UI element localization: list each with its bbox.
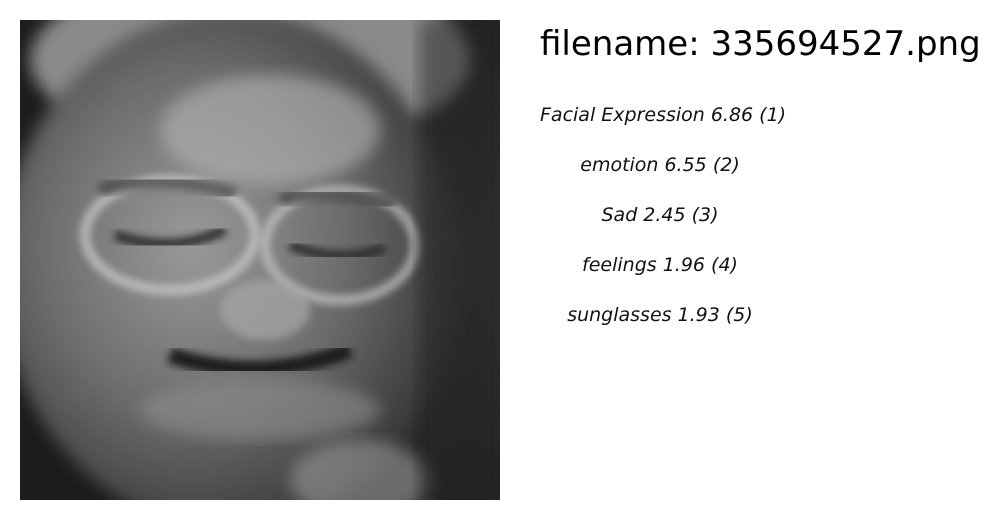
filename-label: filename: 335694527.png [540,24,981,64]
label-name: feelings [582,254,657,276]
label-score: 6.86 (1) [710,104,787,126]
label-score: 6.55 (2) [664,154,740,176]
label-score: 1.96 (4) [662,254,738,276]
list-item: Facial Expression 6.86 (1) [540,100,786,150]
label-name: Sad [601,204,638,226]
label-name: Facial Expression [540,104,705,126]
list-item: sunglasses 1.93 (5) [540,300,780,350]
grayscale-face-photo-icon [20,20,500,500]
list-item: feelings 1.96 (4) [540,250,780,300]
face-photo [20,20,500,500]
label-score: 1.93 (5) [677,304,753,326]
label-name: sunglasses [567,304,672,326]
label-score: 2.45 (3) [643,204,719,226]
label-list: Facial Expression 6.86 (1) emotion 6.55 (2… [540,100,786,350]
list-item: emotion 6.55 (2) [540,150,780,200]
label-name: emotion [580,154,659,176]
list-item: Sad 2.45 (3) [540,200,780,250]
